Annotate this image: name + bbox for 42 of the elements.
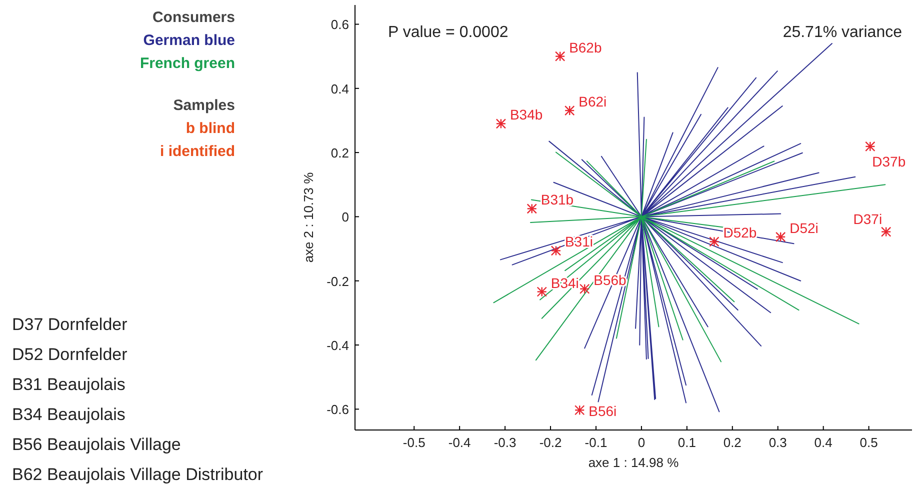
- y-axis-title: axe 2 : 10.73 %: [301, 172, 316, 263]
- y-tick-label: 0.6: [330, 17, 349, 32]
- x-tick-label: 0: [638, 435, 646, 450]
- text: Samples: [173, 97, 235, 114]
- x-tick-label: 0.2: [723, 435, 742, 450]
- x-tick-label: -0.1: [584, 435, 608, 450]
- annotation: D37b: [872, 153, 906, 170]
- x-tick-label: -0.3: [494, 435, 516, 450]
- y-tick-label: 0: [342, 210, 349, 225]
- annotation: P value = 0.0002: [388, 24, 508, 41]
- x-tick-label: 0.1: [678, 435, 696, 450]
- x-axis-title: axe 1 : 14.98 %: [588, 455, 680, 470]
- text: French green: [140, 55, 235, 72]
- annotation: B56i: [588, 403, 617, 420]
- legend-title: Consumers: [152, 9, 235, 26]
- annotation: B34b: [510, 106, 543, 123]
- annotation: B31b: [540, 192, 574, 208]
- annotation: 25.71% variance: [782, 24, 902, 41]
- x-tick-label: -0.5: [402, 435, 426, 450]
- text: B56 Beaujolais Village: [12, 435, 181, 454]
- y-tick-label: -0.4: [326, 338, 349, 353]
- text: D37 Dornfelder: [12, 315, 128, 334]
- y-tick-label: -0.6: [326, 402, 349, 418]
- annotation: B62b: [569, 39, 602, 56]
- text: b blind: [186, 120, 235, 137]
- text: B31 Beaujolais: [12, 375, 126, 394]
- text: D52 Dornfelder: [12, 345, 128, 364]
- text: German blue: [143, 32, 235, 49]
- y-tick-label: 0.4: [330, 81, 349, 96]
- x-tick-label: 0.5: [860, 435, 878, 450]
- text: i identified: [160, 143, 235, 160]
- x-tick-label: 0.4: [814, 435, 832, 450]
- annotation: B62i: [578, 94, 607, 110]
- annotation: D37i: [853, 210, 882, 227]
- x-tick-label: 0.3: [768, 435, 787, 450]
- y-tick-label: -0.2: [326, 274, 349, 289]
- x-tick-label: -0.2: [539, 435, 562, 450]
- y-tick-label: 0.2: [330, 146, 349, 161]
- x-tick-label: -0.4: [448, 435, 471, 450]
- annotation: D52i: [790, 220, 818, 236]
- text: B62 Beaujolais Village Distributor: [12, 465, 264, 484]
- text: B34 Beaujolais: [12, 405, 126, 424]
